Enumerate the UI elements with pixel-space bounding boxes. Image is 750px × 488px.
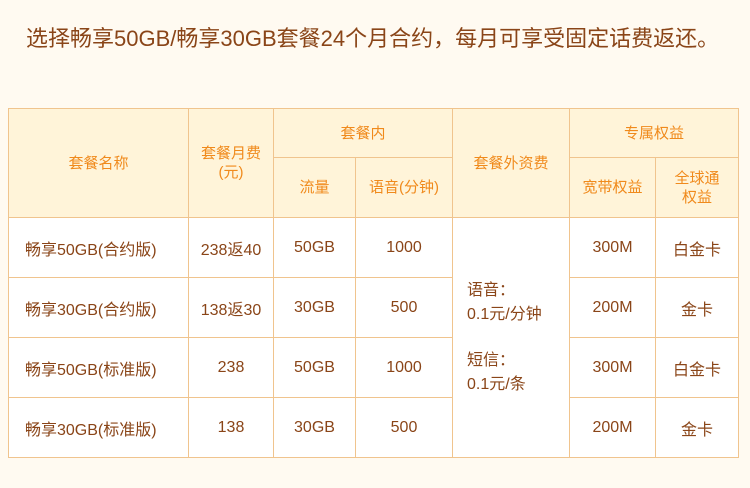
header-included: 套餐内 [272,108,454,158]
header-monthly-fee-unit: (元) [218,164,244,181]
plan-name: 畅享30GB(标准版) [8,397,189,458]
header-global-l1: 全球通 [674,169,720,187]
header-global-l2: 权益 [682,188,713,206]
plan-broadband: 300M [569,217,657,278]
table-row: 畅享30GB(合约版) 138返30 30GB 500 200M 金卡 [8,277,740,338]
plan-fee: 138返30 [188,277,274,338]
header-broadband: 宽带权益 [569,157,657,218]
plan-name: 畅享30GB(合约版) [8,277,189,338]
table-row: 畅享30GB(标准版) 138 30GB 500 200M 金卡 [8,397,740,458]
table-row: 畅享50GB(合约版) 238返40 50GB 1000 语音： 0.1元/分钟… [8,217,740,458]
plan-voice: 500 [354,397,454,458]
plan-fee: 238返40 [188,217,274,278]
header-name: 套餐名称 [8,108,189,218]
plan-fee: 238 [188,337,274,398]
plan-broadband: 300M [569,337,657,398]
table-row: 畅享50GB(标准版) 238 50GB 1000 300M 白金卡 [8,337,740,398]
extra-voice-label: 语音： [467,281,516,299]
plan-table: 套餐名称 套餐月费 (元) 套餐内 套餐外资费 专属权益 流量 语音(分钟) 宽带… [8,108,740,458]
plan-voice: 500 [354,277,454,338]
header-monthly-fee: 套餐月费 (元) [188,108,274,218]
extra-fee-cell: 语音： 0.1元/分钟 短信： 0.1元/条 [452,217,571,458]
plan-fee: 138 [188,397,274,458]
plan-data: 50GB [273,337,356,398]
header-benefits: 专属权益 [569,108,740,158]
intro-text: 选择畅享50GB/畅享30GB套餐24个月合约，每月可享受固定话费返还。 [26,26,720,51]
plan-global: 白金卡 [655,217,740,278]
plan-broadband: 200M [569,397,657,458]
plan-broadband: 200M [569,277,657,338]
plan-data: 30GB [273,277,356,338]
header-extra-fee: 套餐外资费 [452,108,571,218]
plan-voice: 1000 [354,337,454,398]
header-global: 全球通 权益 [655,157,740,218]
header-data: 流量 [273,157,356,218]
plan-global: 金卡 [655,277,740,338]
extra-sms-label: 短信： [467,351,516,369]
extra-sms-value: 0.1元/条 [467,375,526,393]
plan-global: 金卡 [655,397,740,458]
plan-data: 50GB [273,217,356,278]
plan-global: 白金卡 [655,337,740,398]
plan-data: 30GB [273,397,356,458]
header-voice: 语音(分钟) [354,157,454,218]
plan-voice: 1000 [354,217,454,278]
header-monthly-fee-label: 套餐月费 [200,145,261,162]
extra-voice-value: 0.1元/分钟 [467,305,542,323]
plan-name: 畅享50GB(标准版) [8,337,189,398]
plan-name: 畅享50GB(合约版) [8,217,189,278]
